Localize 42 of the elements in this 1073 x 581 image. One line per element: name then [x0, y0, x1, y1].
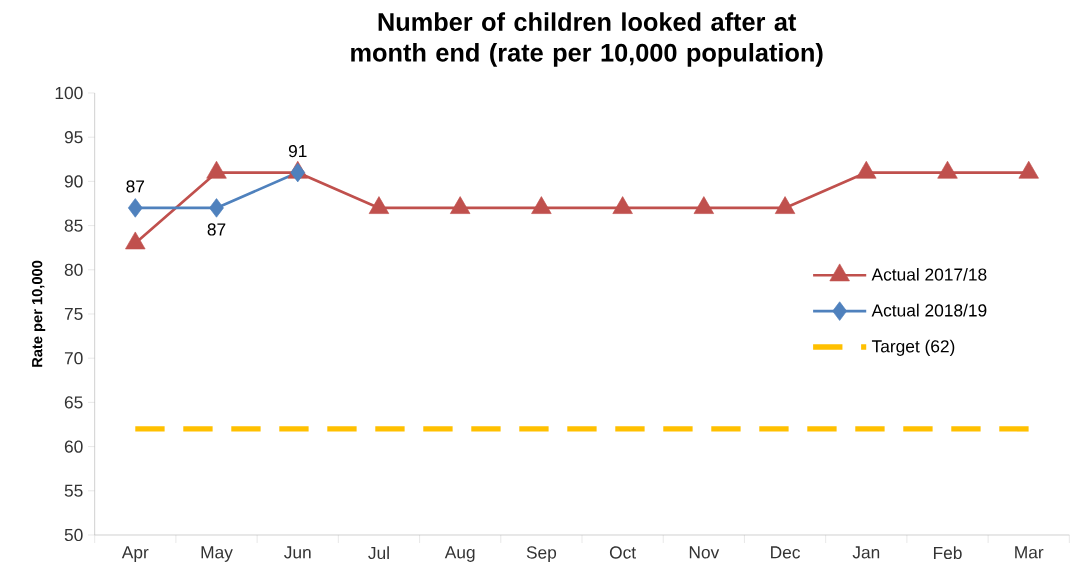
x-tick-label: Mar: [1015, 546, 1044, 559]
data-label: 91: [288, 144, 307, 158]
point: [368, 196, 390, 214]
x-tick-label: Sep: [526, 546, 557, 563]
data-label: 87: [126, 180, 145, 193]
point: [206, 160, 227, 179]
y-tick-label: 60: [64, 440, 83, 453]
legend-label: Actual 2017/18: [871, 267, 987, 281]
point: [612, 196, 633, 214]
y-tick-label: 70: [64, 352, 83, 365]
x-tick-label: Oct: [609, 546, 636, 559]
point: [774, 196, 796, 214]
x-tick-label: Jul: [368, 546, 389, 560]
x-tick-label: Jun: [284, 546, 311, 559]
legend-label: Actual 2018/19: [871, 303, 987, 317]
x-tick-label: Dec: [771, 546, 801, 559]
y-axis-title: Rate per 10,000: [31, 260, 46, 367]
y-tick-label: 90: [64, 175, 83, 188]
x-tick-label: Aug: [444, 546, 475, 562]
data-label: 87: [207, 223, 226, 236]
point: [856, 160, 877, 179]
y-tick-label: 100: [55, 86, 83, 100]
y-tick-label: 80: [64, 263, 83, 276]
y-tick-label: 50: [64, 528, 83, 542]
x-tick-label: May: [201, 546, 233, 562]
point: [693, 196, 714, 214]
y-tick-label: 75: [64, 307, 83, 321]
y-tick-label: 55: [64, 484, 83, 497]
point: [125, 231, 146, 250]
x-tick-label: Apr: [121, 546, 149, 562]
y-tick-label: 65: [64, 396, 83, 409]
point: [450, 196, 471, 214]
y-tick-label: 95: [64, 131, 83, 144]
legend-label: Target (62): [871, 339, 955, 356]
x-tick-label: Jan: [852, 546, 880, 559]
point: [1018, 160, 1039, 179]
point: [531, 196, 552, 214]
y-tick-label: 85: [64, 219, 83, 232]
chart-title: Number of children looked after at month end (rate per 10,000 population): [351, 12, 823, 67]
x-tick-label: Feb: [933, 546, 962, 560]
x-tick-label: Nov: [689, 546, 720, 559]
point: [937, 160, 958, 179]
